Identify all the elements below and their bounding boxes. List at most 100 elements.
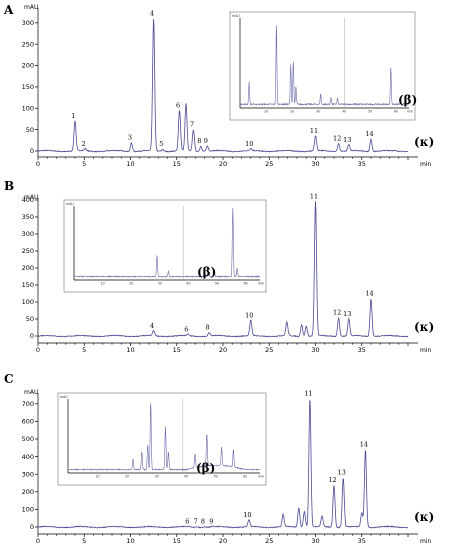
inset-x-tick-label: 10: [96, 475, 100, 479]
peak-label-13: 13: [343, 136, 351, 144]
peak-label-5: 5: [159, 140, 163, 148]
peak-label-1: 1: [71, 112, 75, 120]
peak-label-6: 6: [184, 325, 188, 333]
panel-letter-B: B: [4, 179, 14, 193]
inset-x-tick-label: 50: [214, 475, 218, 479]
x-tick-label: 5: [82, 537, 86, 545]
inset-x-tick-label: 20: [290, 110, 294, 114]
chromatogram-trace: [37, 201, 409, 338]
y-tick-label: 300: [22, 19, 34, 27]
inset-unit-label: mAU: [60, 395, 68, 399]
peak-label-7: 7: [190, 121, 194, 129]
y-tick-label: 150: [22, 83, 34, 91]
y-unit-label: mAU: [24, 4, 38, 11]
x-tick-label: 30: [311, 346, 319, 354]
x-unit-label: min: [420, 538, 432, 545]
x-tick-label: 25: [265, 346, 273, 354]
x-tick-label: 5: [82, 160, 86, 168]
peak-label-10: 10: [245, 140, 253, 148]
y-tick-label: 50: [26, 126, 34, 134]
x-tick-label: 20: [219, 346, 227, 354]
y-tick-label: 400: [22, 196, 34, 204]
inset-x-tick-label: 10: [101, 282, 105, 286]
peak-label-12: 12: [333, 134, 341, 142]
peak-label-4: 4: [150, 10, 154, 18]
inset-x-unit: min: [258, 282, 264, 286]
inset-chromatogram: mAU 10 20 30 40 50 60 min (β): [57, 392, 267, 486]
y-tick-label: 50: [26, 315, 34, 323]
x-tick-label: 35: [358, 160, 366, 168]
peak-label-14: 14: [360, 441, 368, 449]
x-tick-label: 5: [82, 346, 86, 354]
peak-label-8: 8: [201, 517, 205, 525]
x-tick-label: 15: [173, 537, 181, 545]
inset-trace: [239, 25, 410, 106]
inset-frame: [229, 11, 416, 121]
inset-x-tick-label: 40: [184, 475, 188, 479]
peak-label-11: 11: [310, 127, 318, 135]
x-tick-label: 15: [173, 160, 181, 168]
peak-label-10: 10: [243, 511, 251, 519]
inset-x-tick-label: 60: [244, 282, 248, 286]
y-tick-label: 600: [22, 418, 34, 426]
peak-label-13: 13: [338, 469, 346, 477]
y-tick-label: 250: [22, 247, 34, 255]
peak-label-2: 2: [82, 140, 86, 148]
y-tick-label: 500: [22, 435, 34, 443]
inset-x-unit: min: [258, 475, 264, 479]
x-tick-label: 25: [265, 537, 273, 545]
inset-chromatogram: mAU 10 20 30 40 50 60 min (β): [229, 11, 417, 121]
series-tag-kappa: (κ): [414, 510, 434, 524]
inset-x-tick-label: 20: [129, 282, 133, 286]
x-tick-label: 0: [36, 346, 40, 354]
peak-label-9: 9: [204, 137, 208, 145]
y-tick-label: 100: [22, 506, 34, 514]
x-tick-label: 30: [311, 537, 319, 545]
y-tick-label: 250: [22, 40, 34, 48]
inset-x-tick-label: 40: [186, 282, 190, 286]
y-tick-label: 0: [30, 332, 34, 340]
x-tick-label: 20: [219, 160, 227, 168]
inset-x-tick-label: 20: [125, 475, 129, 479]
inset-x-tick-label: 30: [155, 475, 159, 479]
y-tick-label: 100: [22, 104, 34, 112]
inset-x-tick-label: 60: [394, 110, 398, 114]
panel-letter-A: A: [3, 3, 14, 17]
series-tag-beta: (β): [196, 461, 215, 475]
x-tick-label: 25: [265, 160, 273, 168]
x-tick-label: 0: [36, 537, 40, 545]
inset-x-tick-label: 50: [215, 282, 219, 286]
y-tick-label: 0: [30, 523, 34, 531]
x-unit-label: min: [420, 347, 432, 354]
peak-label-11: 11: [304, 390, 312, 398]
series-tag-beta: (β): [197, 265, 216, 279]
y-tick-label: 200: [22, 62, 34, 70]
y-tick-label: 150: [22, 281, 34, 289]
x-tick-label: 30: [311, 160, 319, 168]
peak-label-8: 8: [197, 137, 201, 145]
series-tag-kappa: (κ): [414, 320, 434, 334]
inset-x-tick-label: 30: [158, 282, 162, 286]
y-tick-label: 300: [22, 470, 34, 478]
series-tag-beta: (β): [398, 93, 417, 107]
peak-label-11: 11: [310, 193, 318, 201]
inset-x-tick-label: 10: [264, 110, 268, 114]
inset-x-unit: min: [407, 110, 413, 114]
inset-frame: [63, 199, 267, 293]
x-tick-label: 10: [126, 346, 134, 354]
series-tag-kappa: (κ): [414, 135, 434, 149]
y-tick-label: 300: [22, 230, 34, 238]
x-tick-label: 15: [173, 346, 181, 354]
y-tick-label: 350: [22, 213, 34, 221]
peak-label-6: 6: [185, 517, 189, 525]
y-tick-label: 700: [22, 400, 34, 408]
peak-label-7: 7: [194, 517, 198, 525]
inset-frame: [57, 392, 267, 486]
x-tick-label: 20: [219, 537, 227, 545]
y-tick-label: 100: [22, 298, 34, 306]
inset-x-tick-label: 60: [243, 475, 247, 479]
peak-label-12: 12: [333, 308, 341, 316]
inset-unit-label: mAU: [66, 202, 74, 206]
